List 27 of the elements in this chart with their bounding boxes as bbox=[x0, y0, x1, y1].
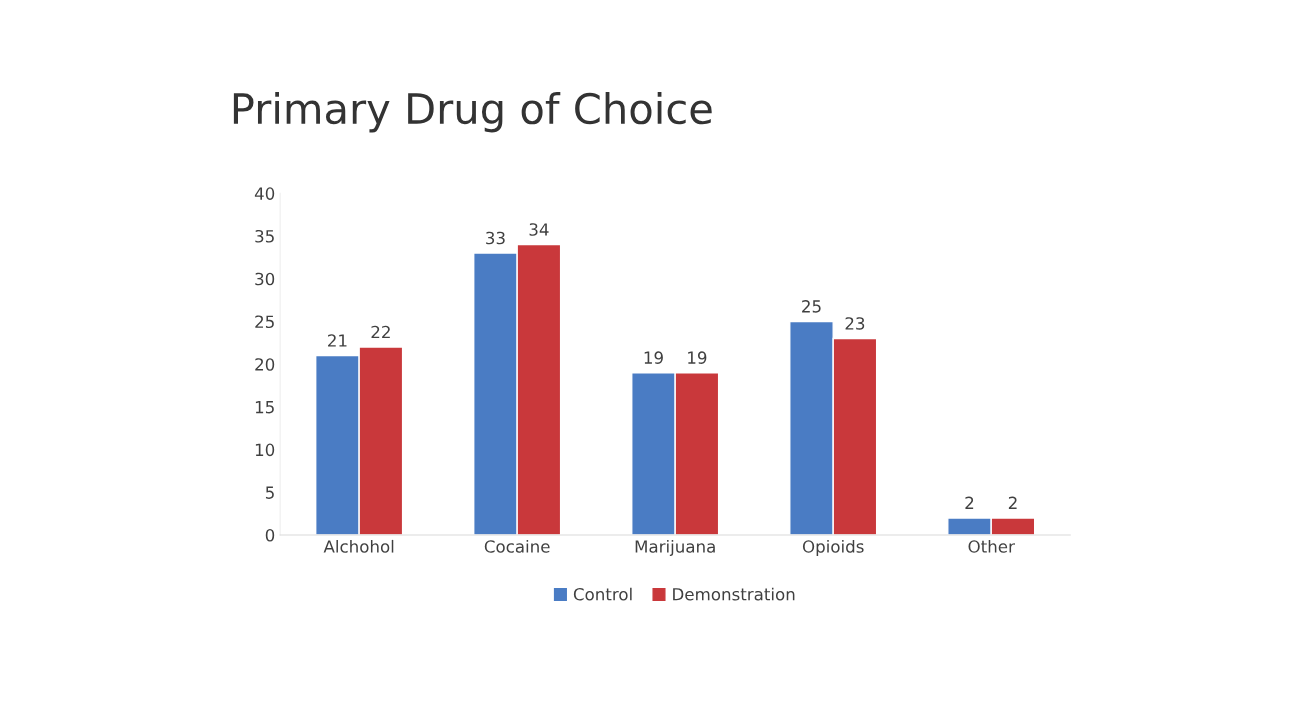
x-tick-label: Alchohol bbox=[323, 539, 394, 553]
data-label: 2 bbox=[965, 496, 974, 509]
data-label: 25 bbox=[802, 300, 821, 313]
data-label: 23 bbox=[845, 317, 865, 330]
y-tick-label: 35 bbox=[255, 229, 274, 243]
x-tick-label: Other bbox=[968, 539, 1015, 553]
data-label: 34 bbox=[529, 223, 549, 236]
y-tick-label: 20 bbox=[255, 358, 275, 371]
y-tick-label: 0 bbox=[265, 529, 275, 542]
x-tick-label: Opioids bbox=[802, 539, 864, 557]
legend-label: Control bbox=[573, 587, 632, 601]
data-label: 21 bbox=[328, 334, 347, 347]
y-tick-label: 40 bbox=[254, 187, 275, 200]
x-tick-label: Cocaine bbox=[484, 539, 550, 553]
data-label: 2 bbox=[1008, 496, 1017, 509]
data-label: 22 bbox=[371, 325, 390, 339]
y-tick-label: 10 bbox=[255, 443, 275, 457]
data-label: 33 bbox=[486, 231, 505, 245]
data-label: 19 bbox=[688, 351, 707, 364]
legend-label: Demonstration bbox=[673, 587, 795, 601]
x-tick-label: Marijuana bbox=[635, 539, 715, 557]
chart-title: Primary Drug of Choice bbox=[233, 92, 712, 133]
y-tick-label: 15 bbox=[255, 401, 274, 414]
data-label: 19 bbox=[644, 351, 663, 364]
y-tick-label: 30 bbox=[255, 272, 275, 286]
y-tick-label: 5 bbox=[265, 486, 274, 499]
y-tick-label: 25 bbox=[255, 315, 274, 329]
